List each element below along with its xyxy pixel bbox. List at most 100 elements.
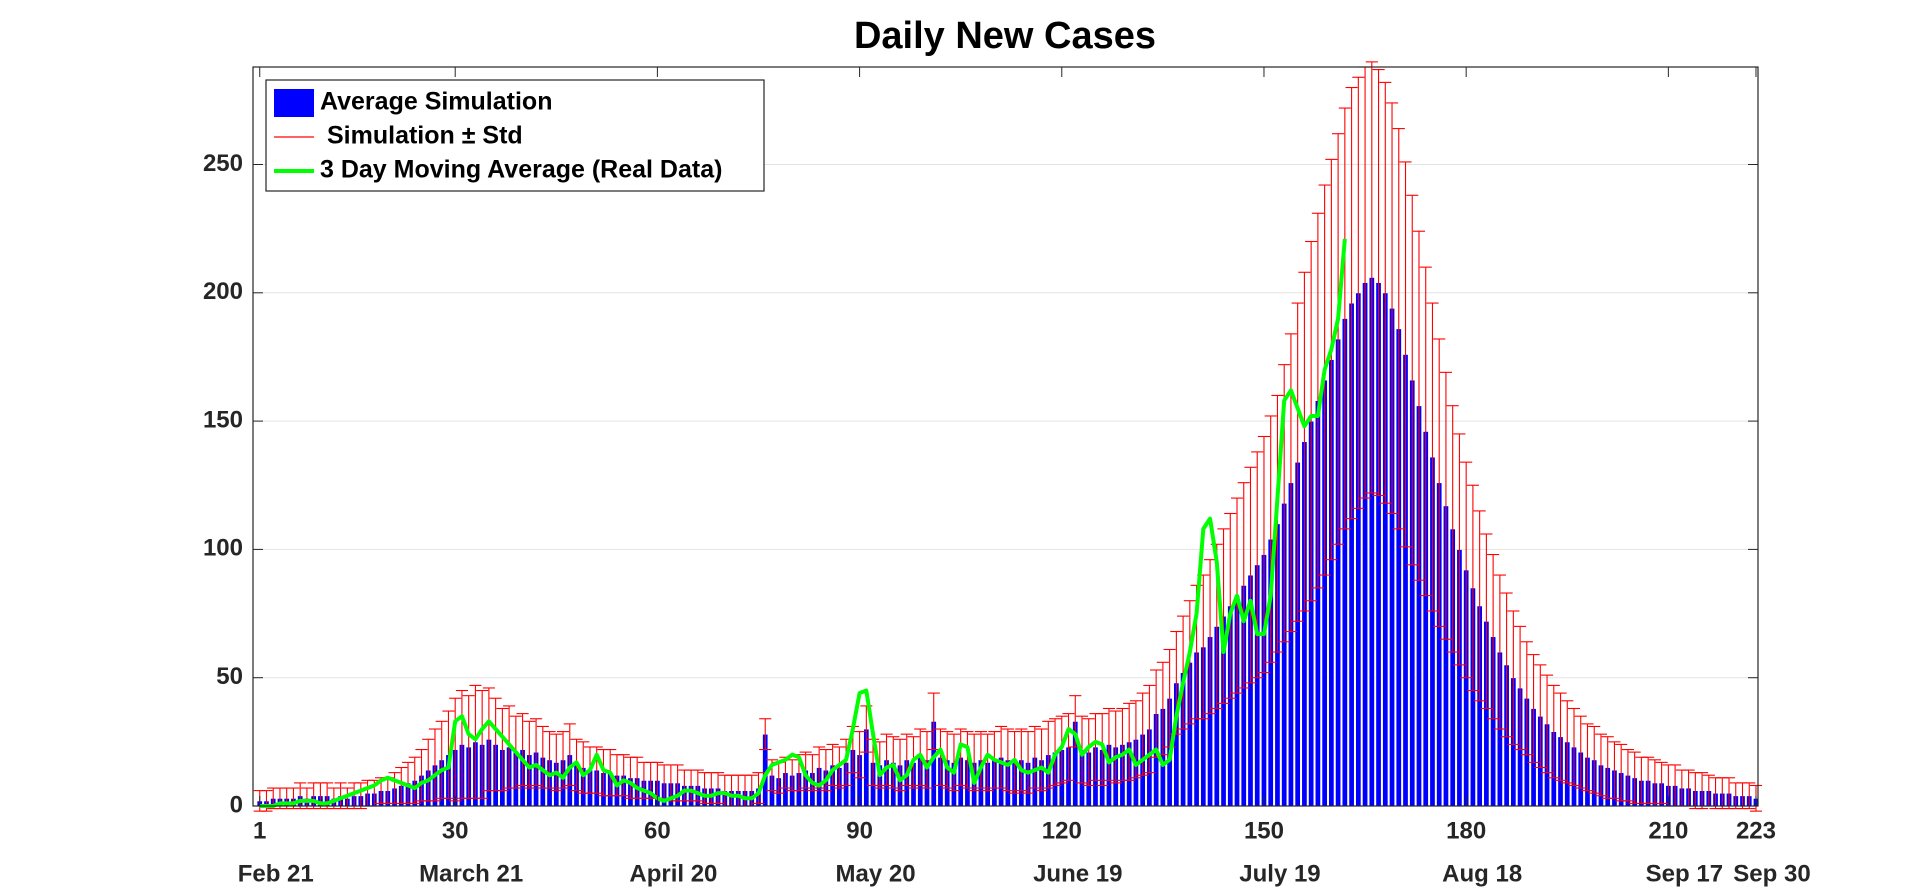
y-tick-label: 0 [230,791,243,818]
x-tick-label: 120 [1042,817,1082,844]
error-bar [1466,484,1479,692]
error-bar [1480,533,1493,710]
error-bar [1015,728,1028,792]
error-bar [1621,748,1634,802]
error-bar [617,754,630,797]
error-bar [1534,664,1547,769]
error-bar [1561,700,1574,784]
legend: Average Simulation Simulation ± Std 3 Day … [265,79,765,192]
x-tick-label: 210 [1648,817,1688,844]
line [259,238,1347,808]
error-bar [1028,725,1041,789]
error-bar [941,731,954,789]
y-tick-label: 200 [203,278,243,305]
error-bar [1655,761,1668,804]
error-bar [1291,302,1304,622]
error-bar [961,731,974,789]
error-bar [833,746,846,789]
error-bar [1433,338,1446,627]
legend-swatch [274,89,314,117]
error-bar [1743,782,1756,810]
error-bar [1514,625,1527,751]
error-bar [1446,405,1459,653]
error-bar [1487,553,1500,720]
error-bar [1540,674,1554,774]
legend-box [265,79,765,192]
error-bar [496,707,509,792]
error-bar [1453,433,1466,666]
error-bar [1284,333,1297,633]
error-bar [428,728,442,802]
error-bar [523,720,536,789]
error-bar [408,756,421,804]
error-bar [1102,707,1116,781]
error-bar [1177,615,1190,730]
error-bar [1507,610,1520,745]
error-bar [1473,510,1486,702]
error-bar [813,746,826,789]
error-bar [1224,512,1237,699]
x-tick-label: 223 [1736,817,1776,844]
error-bar [1237,482,1250,689]
error-bar [954,728,967,787]
x-date-label: Sep 30 [1733,860,1810,887]
error-bar [1588,725,1601,794]
error-bar [1264,415,1277,663]
error-bar [1203,559,1217,715]
y-tick-label: 150 [203,406,243,433]
error-bar [1426,302,1439,612]
error-bar [1022,731,1035,794]
x-tick-label: 30 [442,817,469,844]
error-bar [934,728,947,787]
chart-title: Daily New Cases [854,15,1156,57]
error-bar [1554,692,1567,781]
x-date-label: Aug 18 [1442,860,1522,887]
error-bar [1244,466,1257,684]
error-bar [1352,76,1365,509]
error-bar [1379,81,1392,504]
error-bar [1345,86,1358,520]
error-bar [1332,133,1345,545]
x-tick-label: 1 [253,817,266,844]
y-tick-label: 100 [203,535,243,562]
error-bar [1520,641,1533,756]
plot-frame [252,66,1759,807]
error-bar [1251,451,1264,679]
error-bar [1574,715,1587,789]
x-tick-label: 180 [1446,817,1486,844]
x-date-label: Sep 17 [1646,860,1723,887]
error-bar [1385,102,1399,515]
error-bar [1406,194,1419,566]
x-tick-label: 150 [1244,817,1284,844]
error-bar [853,731,866,779]
error-bar [1419,266,1432,597]
x-tick-label: 90 [846,817,873,844]
error-bar [1365,61,1378,494]
error-bar [1493,574,1506,730]
error-bar [1217,528,1230,704]
error-bar [1143,684,1156,774]
error-bar [927,692,940,751]
error-bar [1594,733,1608,797]
error-bar [1042,720,1055,789]
x-date-label: May 20 [836,860,916,887]
error-bar [819,748,832,792]
error-bar [920,731,934,789]
x-tick-label: 60 [644,817,671,844]
error-bar [1311,212,1324,589]
error-bar [974,731,987,789]
legend-label: Average Simulation [320,88,552,116]
error-bar [1082,718,1095,787]
legend-label: 3 Day Moving Average (Real Data) [320,156,722,184]
error-bar [1298,271,1311,612]
error-bar [516,713,529,787]
x-date-label: June 19 [1033,860,1122,887]
error-bar [826,743,839,787]
error-bar [1527,654,1540,763]
error-bar [476,689,489,799]
error-bar [759,718,772,751]
error-bar [1372,69,1385,497]
legend-label: Simulation ± Std [327,122,523,150]
error-bar [1305,240,1318,602]
